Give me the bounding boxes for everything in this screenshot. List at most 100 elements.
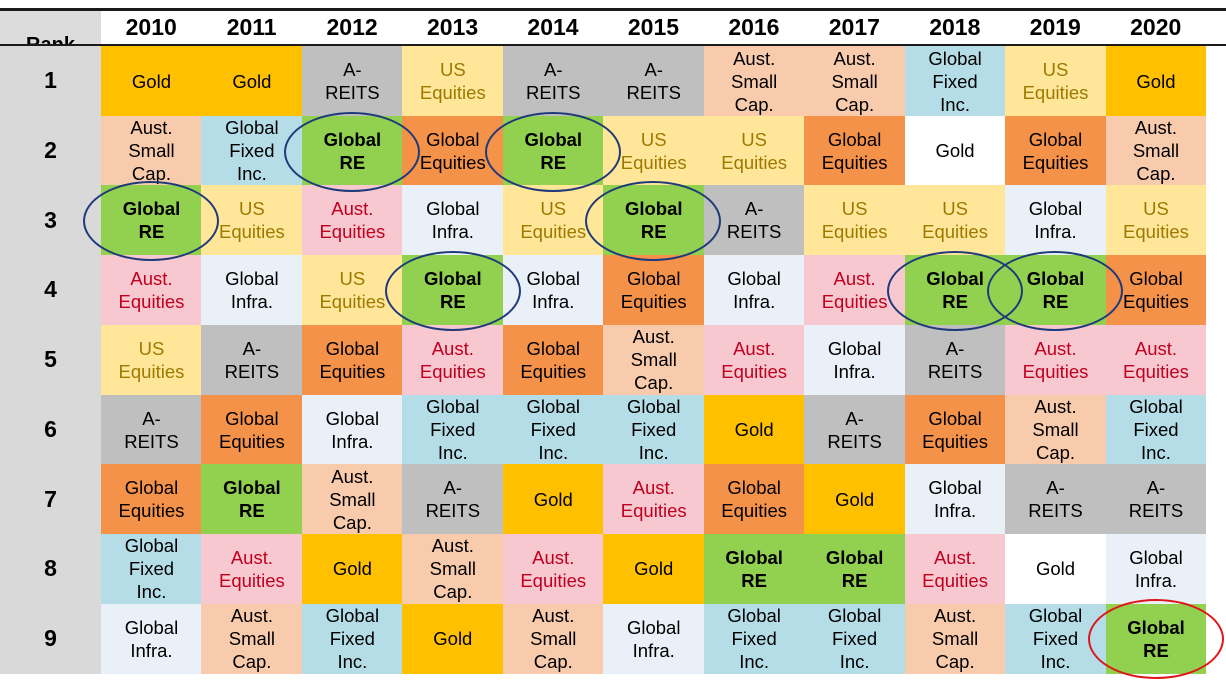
table-cell: A- REITS [502, 46, 604, 117]
table-cell: Global RE [603, 185, 705, 256]
header-rule [0, 44, 1226, 46]
table-cell: Gold [201, 46, 303, 117]
table-cell: Aust. Equities [1105, 324, 1207, 395]
table-cell: A- REITS [301, 46, 403, 117]
rank-label-3: 3 [44, 206, 57, 233]
year-header-2018: 2018 [904, 11, 1006, 44]
table-cell: Gold [1005, 533, 1106, 605]
table-cell: Aust. Small Cap. [703, 46, 805, 117]
table-cell: Global Fixed Inc. [804, 603, 906, 674]
table-cell: Aust. Equities [101, 255, 202, 326]
table-cell: Gold [904, 115, 1006, 186]
table-cell: Global RE [402, 255, 504, 326]
table-cell: Global Infra. [1005, 185, 1106, 256]
table-cell: Gold [1105, 46, 1207, 117]
table-cell: Gold [301, 533, 403, 605]
table-cell: A- REITS [904, 324, 1006, 395]
table-cell: Global Fixed Inc. [201, 115, 303, 186]
table-cell: A- REITS [603, 46, 705, 117]
table-cell: Aust. Small Cap. [1005, 394, 1106, 465]
table-cell: Global Equities [804, 115, 906, 186]
table-cell: Global Fixed Inc. [301, 603, 403, 674]
rank-label-8: 8 [44, 555, 57, 582]
table-cell: Aust. Small Cap. [904, 603, 1006, 674]
table-cell: Global Equities [1105, 255, 1207, 326]
table-cell: Global RE [1105, 603, 1207, 674]
table-cell: US Equities [703, 115, 805, 186]
table-cell: Aust. Equities [703, 324, 805, 395]
table-cell: A- REITS [804, 394, 906, 465]
table-cell: Aust. Equities [603, 464, 705, 535]
table-cell: A- REITS [1005, 464, 1106, 535]
table-cell: Gold [804, 464, 906, 535]
rank-label-4: 4 [44, 276, 57, 303]
table-cell: Global Fixed Inc. [603, 394, 705, 465]
top-rule [0, 8, 1226, 11]
table-cell: Global RE [502, 115, 604, 186]
table-cell: A- REITS [201, 324, 303, 395]
year-header-2011: 2011 [201, 11, 302, 44]
table-cell: Aust. Small Cap. [502, 603, 604, 674]
table-cell: Global Equities [301, 324, 403, 395]
table-cell: A- REITS [703, 185, 805, 256]
table-cell: Gold [101, 46, 202, 117]
table-cell: US Equities [201, 185, 303, 256]
year-header-2012: 2012 [301, 11, 403, 44]
table-cell: Global RE [804, 533, 906, 605]
table-cell: Global Fixed Inc. [1105, 394, 1207, 465]
year-header-2017: 2017 [804, 11, 905, 44]
table-cell: Aust. Equities [502, 533, 604, 605]
table-cell: Aust. Equities [201, 533, 303, 605]
rank-label-2: 2 [44, 137, 57, 164]
rank-label-5: 5 [44, 346, 57, 373]
table-cell: Global Fixed Inc. [402, 394, 504, 465]
rank-label-9: 9 [44, 624, 57, 651]
table-cell: A- REITS [402, 464, 504, 535]
table-cell: US Equities [603, 115, 705, 186]
table-cell: Global Equities [402, 115, 504, 186]
table-cell: Gold [502, 464, 604, 535]
table-cell: Aust. Equities [804, 255, 906, 326]
table-cell: Aust. Equities [402, 324, 504, 395]
table-cell: Global Infra. [101, 603, 202, 674]
rank-label-1: 1 [44, 67, 57, 94]
table-cell: US Equities [804, 185, 906, 256]
table-cell: Global Equities [101, 464, 202, 535]
table-cell: Global Infra. [502, 255, 604, 326]
table-cell: Aust. Small Cap. [301, 464, 403, 535]
table-cell: Gold [703, 394, 805, 465]
table-cell: Global Infra. [402, 185, 504, 256]
table-cell: Global Fixed Inc. [502, 394, 604, 465]
table-cell: Global Infra. [201, 255, 303, 326]
table-cell: Gold [402, 603, 504, 674]
table-cell: Aust. Equities [301, 185, 403, 256]
table-cell: Aust. Small Cap. [201, 603, 303, 674]
year-header-2014: 2014 [502, 11, 604, 44]
table-cell: Aust. Equities [904, 533, 1006, 605]
year-header-2019: 2019 [1005, 11, 1106, 44]
year-header-2013: 2013 [402, 11, 503, 44]
table-cell: Global Infra. [804, 324, 906, 395]
table-cell: Aust. Small Cap. [804, 46, 906, 117]
table-cell: Global Equities [201, 394, 303, 465]
year-header-2015: 2015 [603, 11, 704, 44]
table-cell: Global RE [301, 115, 403, 186]
rank-label-7: 7 [44, 485, 57, 512]
table-cell: Aust. Small Cap. [101, 115, 202, 186]
rank-column [0, 46, 101, 674]
year-header-2020: 2020 [1105, 11, 1206, 44]
table-cell: Aust. Equities [1005, 324, 1106, 395]
table-cell: Global Infra. [904, 464, 1006, 535]
table-cell: Global RE [1005, 255, 1106, 326]
table-cell: Global RE [703, 533, 805, 605]
year-header-2010: 2010 [101, 11, 202, 44]
table-cell: Global Equities [1005, 115, 1106, 186]
table-cell: US Equities [502, 185, 604, 256]
table-cell: A- REITS [101, 394, 202, 465]
table-cell: Global Fixed Inc. [1005, 603, 1106, 674]
table-cell: Global Fixed Inc. [703, 603, 805, 674]
table-cell: A- REITS [1105, 464, 1207, 535]
table-cell: Global Infra. [603, 603, 705, 674]
table-cell: Global Equities [502, 324, 604, 395]
